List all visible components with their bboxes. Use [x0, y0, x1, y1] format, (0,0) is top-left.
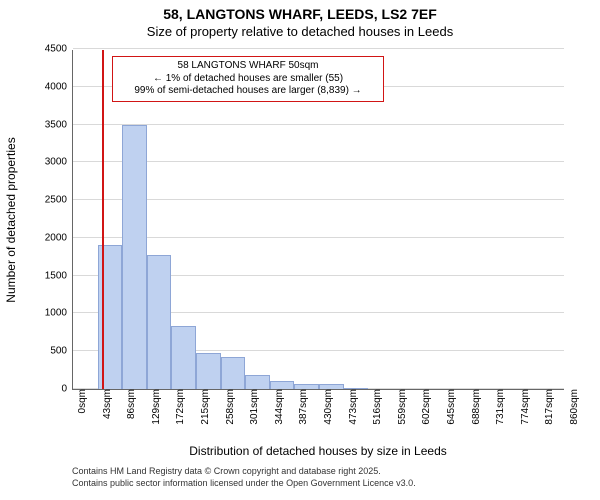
footer-line1: Contains HM Land Registry data © Crown c… — [0, 466, 600, 476]
histogram-bar — [147, 255, 172, 389]
x-tick-label: 344sqm — [270, 389, 285, 425]
annotation-line: 99% of semi-detached houses are larger (… — [119, 85, 377, 98]
histogram-bar — [122, 125, 147, 389]
y-axis-label: Number of detached properties — [4, 137, 18, 302]
x-tick-label: 774sqm — [516, 389, 531, 425]
x-tick-label: 301sqm — [245, 389, 260, 425]
x-tick-label: 172sqm — [171, 389, 186, 425]
annotation-line: 58 LANGTONS WHARF 50sqm — [119, 60, 377, 73]
y-tick-label: 0 — [61, 384, 73, 395]
x-tick-label: 516sqm — [368, 389, 383, 425]
chart-title-line2: Size of property relative to detached ho… — [0, 24, 600, 39]
x-tick-label: 817sqm — [540, 389, 555, 425]
x-tick-label: 215sqm — [196, 389, 211, 425]
chart-title-line1: 58, LANGTONS WHARF, LEEDS, LS2 7EF — [0, 6, 600, 22]
footer-line2: Contains public sector information licen… — [0, 478, 600, 488]
y-tick-label: 1000 — [45, 308, 73, 319]
x-tick-label: 387sqm — [294, 389, 309, 425]
x-tick-label: 86sqm — [122, 389, 137, 419]
x-tick-label: 860sqm — [565, 389, 580, 425]
y-tick-label: 4000 — [45, 81, 73, 92]
y-tick-label: 2500 — [45, 195, 73, 206]
x-tick-label: 602sqm — [417, 389, 432, 425]
x-axis-label: Distribution of detached houses by size … — [72, 444, 564, 458]
histogram-bar — [270, 381, 295, 389]
x-tick-label: 258sqm — [221, 389, 236, 425]
y-tick-label: 1500 — [45, 270, 73, 281]
x-tick-label: 731sqm — [491, 389, 506, 425]
x-tick-label: 129sqm — [147, 389, 162, 425]
annotation-box: 58 LANGTONS WHARF 50sqm ← 1% of detached… — [112, 56, 384, 102]
histogram-bar — [171, 326, 196, 389]
x-tick-label: 430sqm — [319, 389, 334, 425]
annotation-line: ← 1% of detached houses are smaller (55) — [119, 73, 377, 86]
y-tick-label: 4500 — [45, 44, 73, 55]
x-tick-label: 688sqm — [467, 389, 482, 425]
y-tick-label: 2000 — [45, 232, 73, 243]
histogram-chart: 58, LANGTONS WHARF, LEEDS, LS2 7EF Size … — [0, 0, 600, 500]
histogram-bar — [196, 353, 221, 389]
x-tick-label: 645sqm — [442, 389, 457, 425]
property-marker-line — [102, 50, 104, 389]
gridline — [73, 48, 564, 49]
histogram-bar — [221, 357, 246, 389]
histogram-bar — [245, 375, 270, 389]
x-tick-label: 0sqm — [73, 389, 88, 413]
x-tick-label: 559sqm — [393, 389, 408, 425]
y-tick-label: 500 — [50, 346, 73, 357]
y-tick-label: 3500 — [45, 119, 73, 130]
x-tick-label: 43sqm — [98, 389, 113, 419]
y-tick-label: 3000 — [45, 157, 73, 168]
x-tick-label: 473sqm — [344, 389, 359, 425]
